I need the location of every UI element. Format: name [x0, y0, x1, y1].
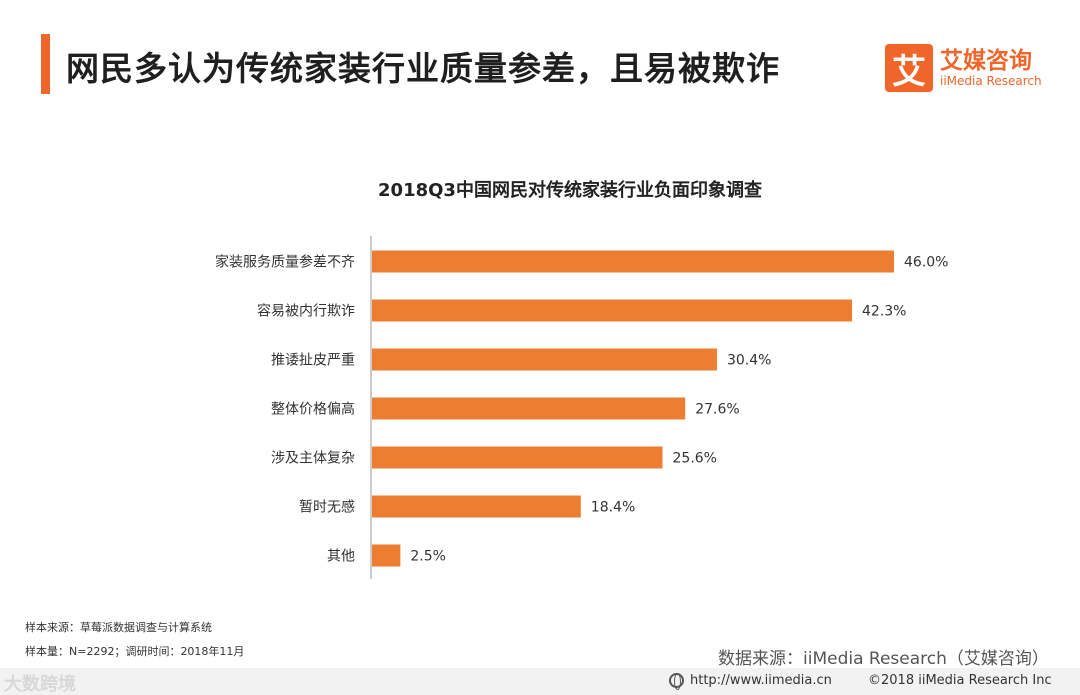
title-accent-bar [41, 34, 50, 94]
globe-icon [669, 673, 684, 690]
bar [372, 348, 717, 371]
category-label: 容易被内行欺诈 [257, 303, 355, 320]
value-label: 46.0% [904, 255, 948, 271]
brand-logo: 艾 艾媒咨询 iiMedia Research [885, 44, 1042, 92]
website-link[interactable]: http://www.iimedia.cn [690, 673, 832, 688]
value-label: 18.4% [591, 500, 635, 516]
page-title: 网民多认为传统家装行业质量参差，且易被欺诈 [66, 49, 780, 88]
footer-bar [0, 668, 1080, 695]
value-label: 27.6% [695, 402, 739, 418]
value-label: 30.4% [727, 353, 771, 369]
chart-title: 2018Q3中国网民对传统家装行业负面印象调查 [378, 180, 762, 201]
value-label: 25.6% [673, 451, 717, 467]
bar [372, 544, 401, 567]
sample-source-note: 样本来源：草莓派数据调查与计算系统 [25, 621, 212, 634]
copyright-text: ©2018 iiMedia Research Inc [868, 673, 1052, 688]
bar [372, 250, 894, 273]
category-label: 整体价格偏高 [271, 401, 355, 418]
category-label: 推诿扯皮严重 [271, 353, 355, 369]
bar [372, 397, 686, 420]
data-source: 数据来源：iiMedia Research（艾媒咨询） [718, 649, 1049, 669]
category-label: 家装服务质量参差不齐 [215, 254, 355, 271]
category-label: 暂时无感 [299, 499, 355, 516]
logo-name-en: iiMedia Research [940, 73, 1042, 88]
category-label: 涉及主体复杂 [271, 450, 355, 467]
value-label: 42.3% [862, 304, 906, 320]
sample-info-note: 样本量：N=2292；调研时间：2018年11月 [25, 645, 245, 658]
category-label: 其他 [327, 549, 355, 565]
logo-name-cn: 艾媒咨询 [940, 47, 1032, 74]
bar-chart: 家装服务质量参差不齐 46.0% 容易被内行欺诈 42.3% 推诿扯皮严重 30.4% 整体… [215, 236, 948, 579]
bar [372, 299, 853, 322]
value-label: 2.5% [410, 549, 446, 565]
bar [372, 495, 581, 518]
watermark: 大数跨境 [4, 674, 76, 695]
logo-text: 艾媒咨询 iiMedia Research [940, 48, 1042, 89]
bar [372, 446, 663, 469]
logo-icon: 艾 [885, 44, 933, 92]
